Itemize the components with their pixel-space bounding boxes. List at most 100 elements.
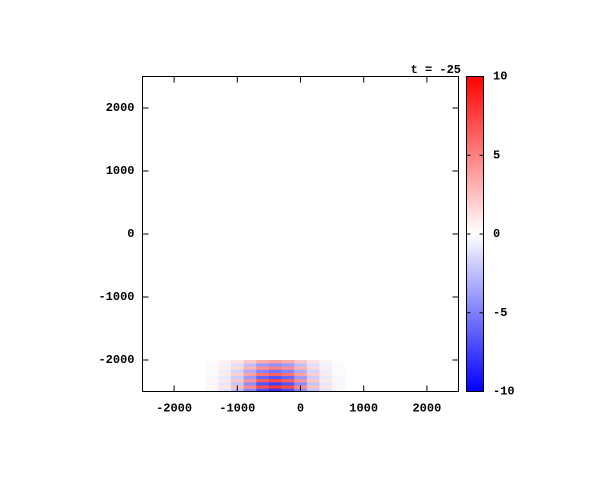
heatmap-cell (256, 388, 270, 392)
heatmap-cell (306, 360, 320, 364)
heatmap-cell (268, 388, 282, 392)
heatmap-cell (281, 378, 295, 383)
colorbar-tick-label: 10 (493, 70, 507, 84)
heatmap-cell (230, 378, 244, 383)
heatmap-cell (205, 369, 219, 373)
heatmap-cell (218, 363, 232, 367)
heatmap-cell (230, 363, 244, 367)
heatmap-cell (256, 382, 270, 386)
heatmap-cell (306, 366, 320, 370)
x-tick-label: 2000 (412, 402, 441, 416)
heatmap-cell (218, 385, 232, 389)
heatmap-cell (306, 388, 320, 392)
heatmap-cell (268, 363, 282, 367)
y-tick-label: 1000 (106, 164, 135, 178)
heatmap-cell (319, 360, 333, 364)
heatmap-cell (332, 378, 346, 383)
heatmap-cell (218, 366, 232, 370)
heatmap-cell (268, 385, 282, 389)
heatmap-cell (294, 375, 308, 380)
heatmap-cell (256, 375, 270, 380)
heatmap-cell (256, 369, 270, 373)
x-tick-label: -1000 (219, 402, 255, 416)
heatmap-cell (306, 375, 320, 380)
heatmap-cell (294, 369, 308, 373)
colorbar-tick-label: 5 (493, 148, 500, 162)
heatmap-cell (218, 378, 232, 383)
x-tick-label: 1000 (349, 402, 378, 416)
heatmap-cell (205, 372, 219, 377)
heatmap-cell (294, 372, 308, 377)
y-tick-label: 0 (127, 227, 134, 241)
heatmap-cell (205, 366, 219, 370)
heatmap-cell (306, 385, 320, 389)
heatmap-cell (205, 363, 219, 367)
heatmap-cell (256, 366, 270, 370)
heatmap-cell (230, 369, 244, 373)
heatmap-cell (205, 375, 219, 380)
heatmap-cell (306, 382, 320, 386)
y-tick-label: -2000 (98, 353, 134, 367)
heatmap-cell (243, 369, 257, 373)
heatmap-cell (256, 378, 270, 383)
colorbar-tick-label: -10 (493, 385, 515, 399)
heatmap-cell (294, 382, 308, 386)
heatmap-cell (243, 388, 257, 392)
heatmap-cell (205, 382, 219, 386)
heatmap-cell (218, 372, 232, 377)
heatmap-cell (294, 366, 308, 370)
heatmap-cell (281, 369, 295, 373)
heatmap-cell (205, 360, 219, 364)
heatmap-cell (306, 378, 320, 383)
heatmap-cell (332, 360, 346, 364)
heatmap-cell (281, 360, 295, 364)
heatmap-cell (243, 366, 257, 370)
heatmap-cell (306, 363, 320, 367)
heatmap-cell (281, 375, 295, 380)
heatmap-cell (243, 382, 257, 386)
heatmap-cell (332, 366, 346, 370)
heatmap-cell (243, 378, 257, 383)
heatmap-cell (332, 375, 346, 380)
heatmap-cell (268, 369, 282, 373)
heatmap (205, 360, 346, 392)
heatmap-cell (332, 372, 346, 377)
colorbar-tick-label: -5 (493, 306, 507, 320)
heatmap-cell (268, 378, 282, 383)
x-tick-label: -2000 (156, 402, 192, 416)
heatmap-cell (230, 360, 244, 364)
heatmap-cell (332, 369, 346, 373)
heatmap-cell (319, 363, 333, 367)
heatmap-cell (268, 375, 282, 380)
heatmap-cell (256, 360, 270, 364)
heatmap-cell (319, 366, 333, 370)
heatmap-cell (332, 382, 346, 386)
heatmap-cell (243, 363, 257, 367)
colorbar-tick-label: 0 (493, 227, 500, 241)
heatmap-cell (218, 382, 232, 386)
heatmap-cell (243, 372, 257, 377)
heatmap-cell (230, 382, 244, 386)
heatmap-cell (332, 363, 346, 367)
plot-frame (142, 76, 459, 392)
heatmap-cell (319, 375, 333, 380)
heatmap-cell (319, 388, 333, 392)
heatmap-cell (281, 388, 295, 392)
heatmap-cell (268, 372, 282, 377)
heatmap-cell (243, 385, 257, 389)
heatmap-cell (281, 363, 295, 367)
heatmap-cell (306, 372, 320, 377)
heatmap-cell (218, 369, 232, 373)
heatmap-cell (268, 360, 282, 364)
heatmap-cell (218, 360, 232, 364)
heatmap-cell (281, 385, 295, 389)
heatmap-cell (294, 360, 308, 364)
heatmap-cell (268, 366, 282, 370)
x-tick-label: 0 (297, 402, 304, 416)
heatmap-cell (332, 385, 346, 389)
heatmap-cell (230, 372, 244, 377)
heatmap-cell (281, 382, 295, 386)
chart-title: t = -25 (411, 63, 461, 77)
heatmap-cell (205, 378, 219, 383)
